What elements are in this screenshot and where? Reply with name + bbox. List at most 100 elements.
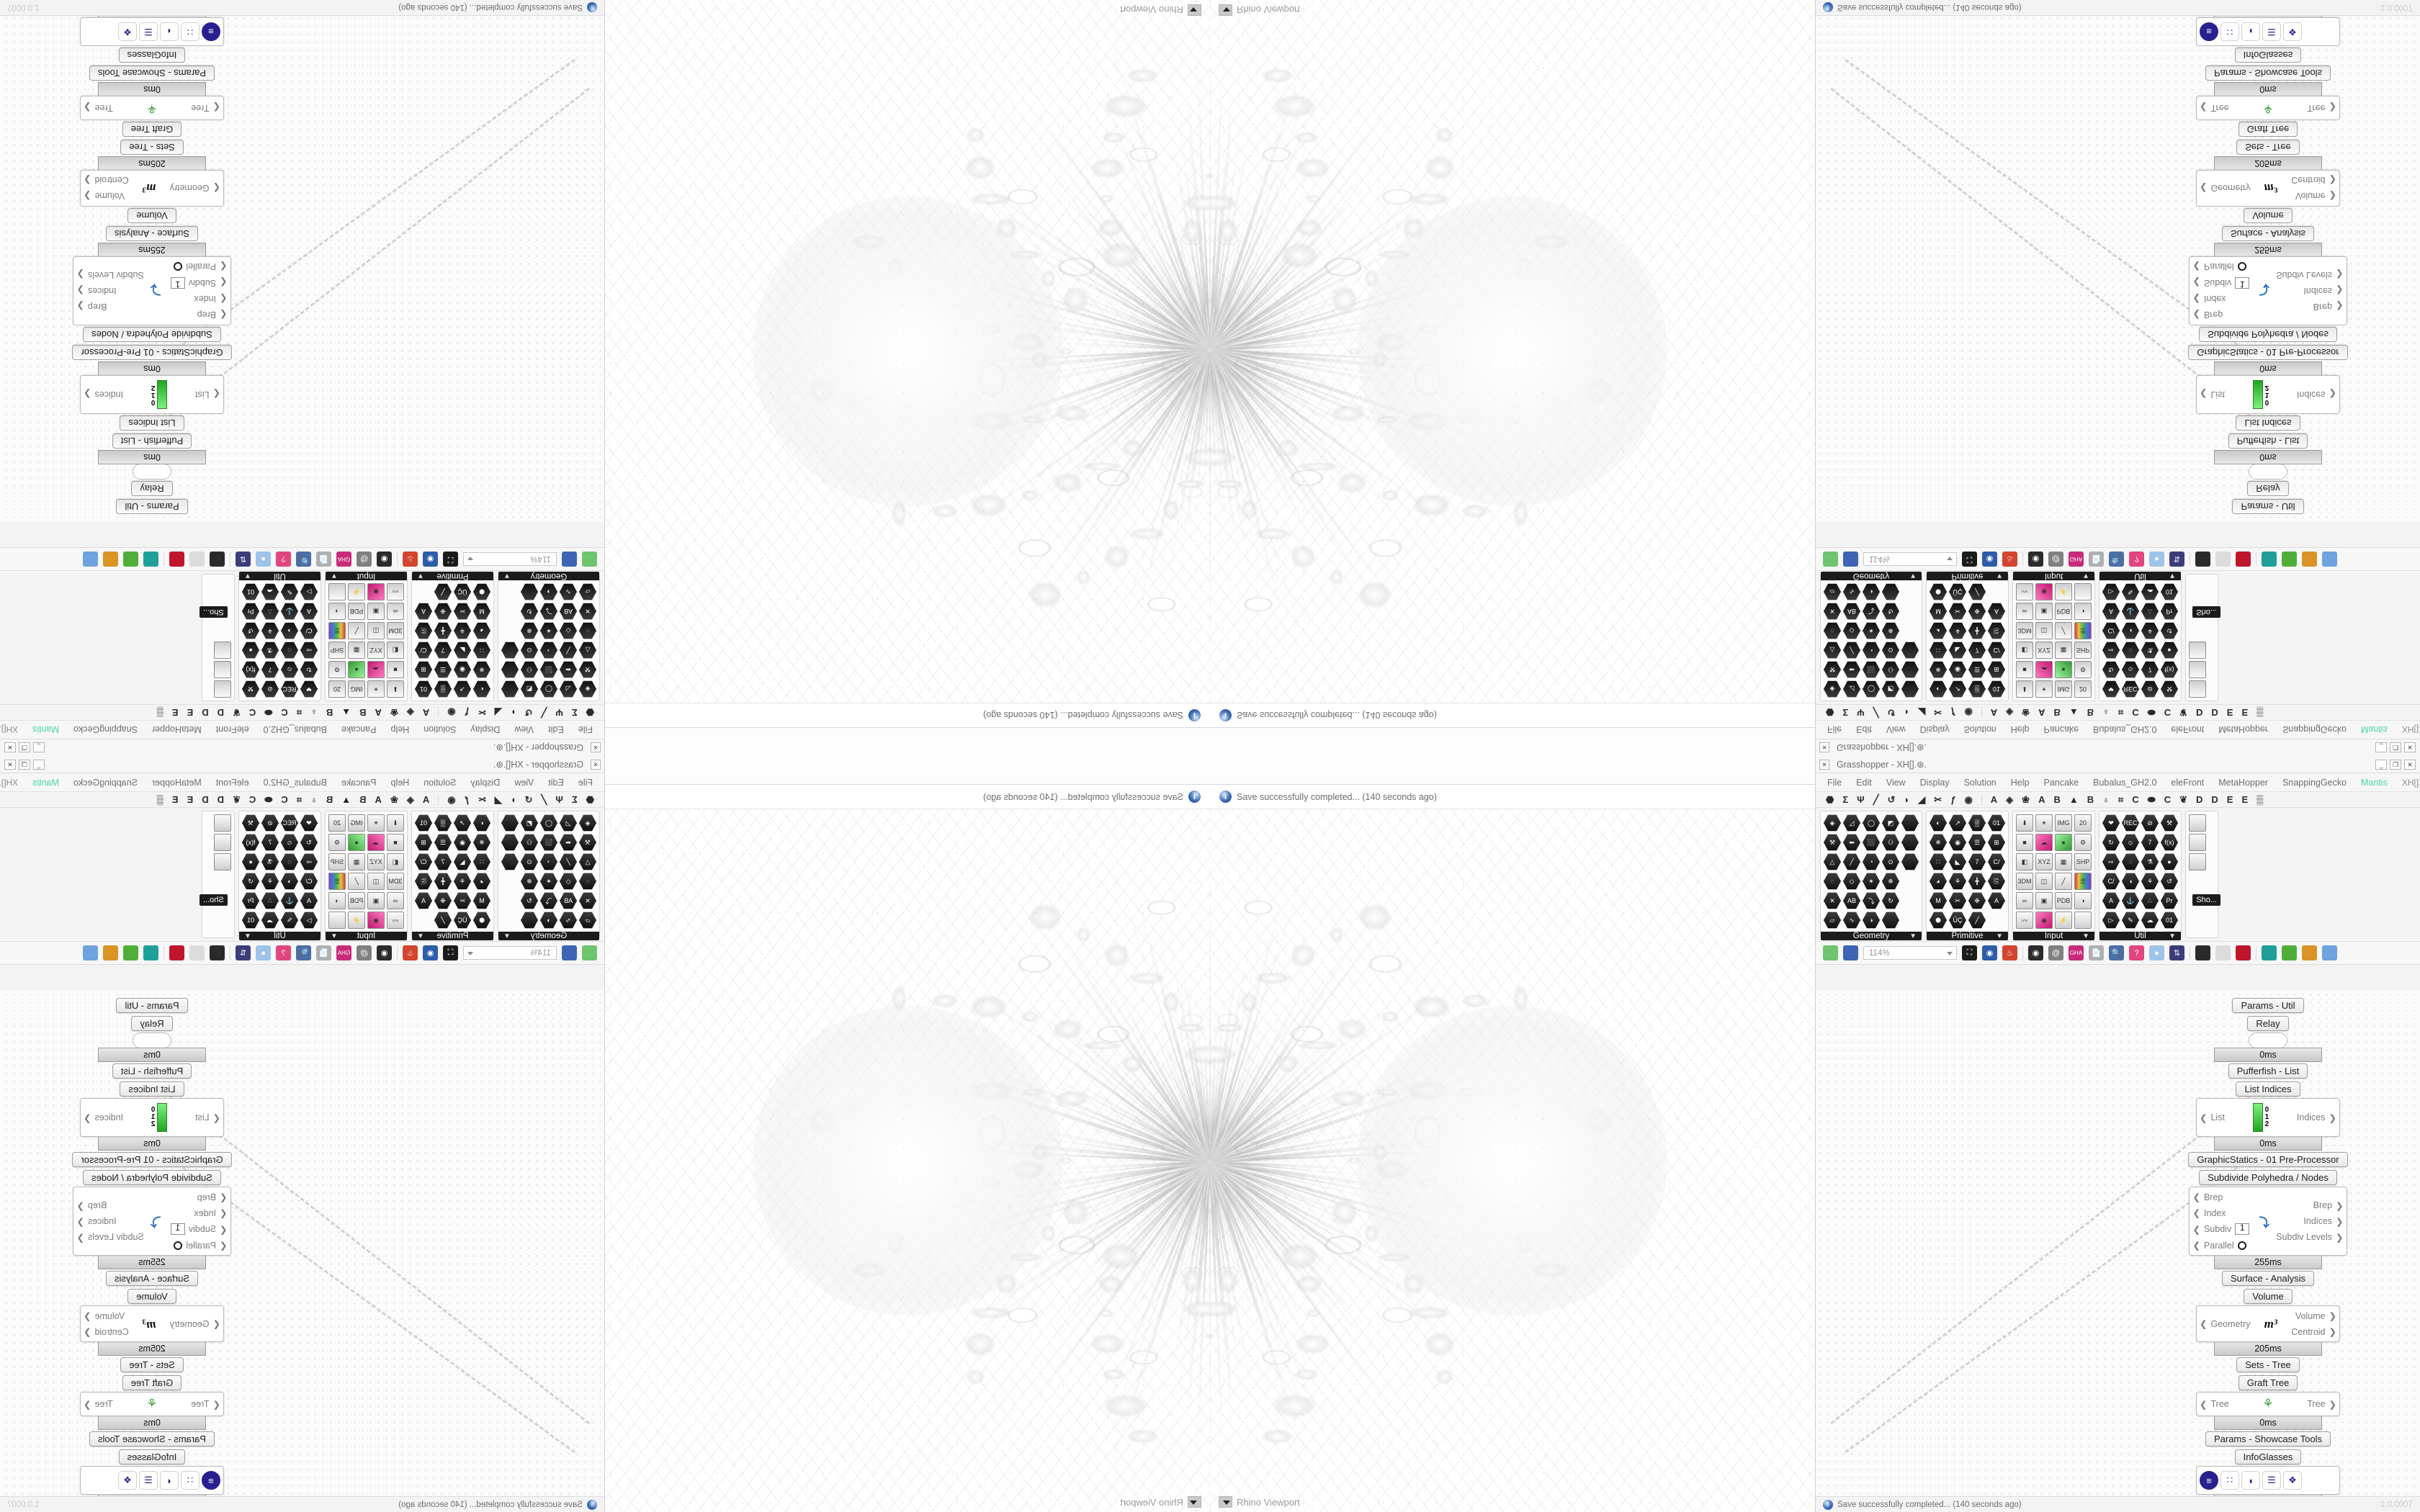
input-port[interactable]: ❮ Geometry (2200, 183, 2250, 194)
output-port[interactable]: Tree ❯ (84, 103, 113, 114)
component-icon[interactable]: ◉ (367, 912, 385, 929)
ribbon-tab-0[interactable]: ⬣ (1826, 707, 1834, 719)
ribbon-tab-5[interactable]: ◗ (1904, 707, 1910, 718)
output-port[interactable]: Indices ❯ (2297, 390, 2336, 400)
component-icon[interactable]: ◔ (1863, 642, 1880, 659)
component-icon[interactable]: ⊞ (415, 834, 432, 851)
preview-eye-icon[interactable]: ◉ (423, 552, 438, 567)
grasshopper-canvas[interactable]: Params - Util Relay 0ms Pufferfish - List Li… (0, 991, 604, 1496)
component-icon[interactable]: ◑ (1863, 912, 1880, 929)
component-icon[interactable]: M (473, 892, 490, 909)
close-button[interactable]: ✕ (2404, 759, 2416, 770)
component-icon[interactable]: ╋ (434, 873, 452, 890)
ribbon-group-geometry[interactable]: ◈ ⚒ △ ◌ ✕ ▱ ◿ ⬅ ╱ ◇ AB ∿ ◯ ⬛ ◔ ✶ ⤵ ◑ ◩ ⚇ ⊙ ❄ ↻ Geometry ▼ (1820, 572, 1922, 701)
component-icon[interactable]: ❉ (1968, 892, 1986, 909)
port-connector-icon[interactable]: ❮ (220, 277, 228, 288)
node-caption[interactable]: Surface - Analysis (2221, 226, 2315, 241)
component-icon[interactable]: ◉ (2035, 583, 2053, 600)
output-port[interactable]: Tree ❯ (2307, 1399, 2336, 1410)
component-icon[interactable]: ╋ (1968, 873, 1986, 890)
blue-drop-icon[interactable] (83, 945, 98, 960)
component-icon[interactable] (2189, 642, 2206, 659)
component-icon[interactable] (214, 642, 231, 659)
component-icon[interactable]: ◣ (454, 853, 471, 870)
component-icon[interactable]: 20 (2074, 814, 2092, 832)
ribbon-tab-18[interactable]: ⌗ (296, 793, 302, 805)
component-icon[interactable]: ■ (2016, 661, 2033, 678)
component-icon[interactable]: ✎ (281, 912, 298, 929)
component-icon[interactable]: AB (560, 892, 577, 909)
input-port[interactable]: ❮ Tree (2200, 1399, 2229, 1410)
chevron-down-icon[interactable] (1219, 1496, 1232, 1508)
output-port[interactable]: Subdiv Levels ❯ (2276, 270, 2343, 281)
grasshopper-tab-strip[interactable]: ⬣ Σ Ψ ╱ ↺ ◗ ◢ ✂ ƒ ◉ A ◈ ❀ A B ▲ B ♁ ⌗ C ⬬ C ❦ D D E E ▒ (0, 704, 604, 720)
node-column[interactable]: Params - Util Relay 0ms Pufferfish - List Li… (2149, 996, 2387, 1496)
node-caption[interactable]: InfoGlasses (118, 48, 186, 63)
chevron-down-icon[interactable] (1188, 4, 1201, 16)
ribbon-tab-6[interactable]: ◢ (494, 793, 502, 805)
fit-icon[interactable]: ⛶ (443, 552, 458, 567)
component-icon[interactable]: ◧ (2016, 853, 2033, 870)
ribbon-tab-27[interactable]: ▒ (2257, 707, 2264, 718)
grasshopper-component[interactable]: ❮ List 0 1 2 Indices ❯ (2196, 375, 2340, 414)
ribbon-tab-25[interactable]: E (187, 707, 194, 718)
input-port[interactable]: ❮ List (2200, 390, 2225, 400)
component-icon[interactable]: ∷ (1930, 853, 1947, 870)
component-icon[interactable]: ◫ (2035, 873, 2053, 890)
window-buttons[interactable]: _ ❐ ✕ (2375, 742, 2416, 753)
node-column[interactable]: Params - Util Relay 0ms Pufferfish - List Li… (33, 16, 271, 516)
component-icon[interactable]: ⚗ (261, 642, 279, 659)
orange-drop-icon[interactable] (2302, 552, 2317, 567)
component-icon[interactable]: ⚘ (1949, 873, 1966, 890)
component-icon[interactable]: AB (1843, 892, 1860, 909)
menu-view[interactable]: View (1886, 777, 1906, 788)
infoglasses-toggle-row[interactable]: ≡ ∷ ◖ ☰ ❖ (118, 1471, 220, 1490)
menu-elefront[interactable]: eleFront (215, 777, 249, 788)
component-icon[interactable]: ◕ (473, 873, 490, 890)
port-connector-icon[interactable]: ❮ (2192, 277, 2200, 288)
port-connector-icon[interactable]: ❯ (84, 1327, 91, 1337)
infoglasses-component[interactable]: ≡ ∷ ◖ ☰ ❖ (2196, 1466, 2340, 1495)
component-icon[interactable]: SHP (328, 853, 346, 870)
input-port[interactable]: ❮ Index (2192, 1207, 2249, 1219)
black-sphere-icon[interactable] (2195, 552, 2210, 567)
menu-snappinggecko[interactable]: SnappingGecko (73, 777, 138, 788)
chevron-down-icon[interactable]: ▼ (244, 572, 251, 580)
component-icon[interactable]: ⊞ (1988, 661, 2005, 678)
green-drop-icon[interactable] (123, 552, 138, 567)
output-port[interactable]: Centroid ❯ (2291, 175, 2336, 186)
component-icon[interactable]: C/ (1988, 642, 2005, 659)
list-slider-handle[interactable] (157, 1103, 168, 1132)
list-slider-handle[interactable] (2252, 380, 2263, 409)
ribbon-tab-16[interactable]: B (2087, 707, 2094, 718)
node-caption[interactable]: GraphicStatics - 01 Pre-Processor (2188, 1152, 2348, 1167)
search-icon[interactable]: 🔍 (296, 552, 311, 567)
infoglasses-toggle-row[interactable]: ≡ ∷ ◖ ☰ ❖ (2200, 1471, 2302, 1490)
capsule-icon[interactable]: ◉ (2028, 552, 2043, 567)
blue-drop-icon[interactable] (2322, 552, 2337, 567)
fit-icon[interactable]: ⛶ (443, 945, 458, 960)
component-icon[interactable]: ⚒ (2161, 680, 2178, 698)
grasshopper-component[interactable]: ❮ Tree ⚘ Tree ❯ (80, 1392, 224, 1416)
component-icon[interactable]: ◔ (540, 642, 557, 659)
ribbon-tab-26[interactable]: E (2241, 794, 2249, 805)
node-caption[interactable]: Subdivide Polyhedra / Nodes (83, 1170, 221, 1185)
menu-pancake[interactable]: Pancake (2043, 724, 2079, 735)
component-icon[interactable]: ✴ (367, 814, 385, 832)
ribbon-group-util[interactable]: ❤ ↻ ⇨ C/A ▷ REC ⦸ ◌ ◑ ⚓ ✎ ⊘ 7 ⚗ ⚘ ∴ ☁ ⚒ f(x) ● ↺ Pr 01 Util ▼ (238, 572, 321, 701)
save-file-icon[interactable] (562, 945, 577, 960)
component-icon[interactable]: ◕ (473, 622, 490, 639)
component-icon[interactable]: ÜÇ (454, 912, 471, 929)
ribbon-tab-24[interactable]: D (2211, 794, 2218, 805)
component-icon[interactable]: ● (242, 642, 259, 659)
component-icon[interactable] (501, 814, 519, 832)
node-column[interactable]: Params - Util Relay 0ms Pufferfish - List Li… (2149, 16, 2387, 516)
ribbon-group-input[interactable]: ⬇ ■ ◧ 3DM ∞ 〰 ✴ ☁ XYZ ◫ ▣ ◉ IMG ● ▦ ╱ PDB ⚡ 20 ⚙ SHP ☰ ◑ Input ▼ (2012, 811, 2095, 940)
ribbon-tab-11[interactable]: ◈ (406, 707, 414, 719)
ribbon-tab-2[interactable]: Ψ (555, 707, 563, 718)
component-icon[interactable]: ◌ (2122, 853, 2139, 870)
infoglass-puzzle-icon[interactable]: ❖ (2283, 1471, 2302, 1490)
component-icon[interactable]: ■ (387, 661, 404, 678)
component-icon[interactable]: ⊙ (521, 853, 538, 870)
component-icon[interactable]: ◉ (1949, 834, 1966, 851)
